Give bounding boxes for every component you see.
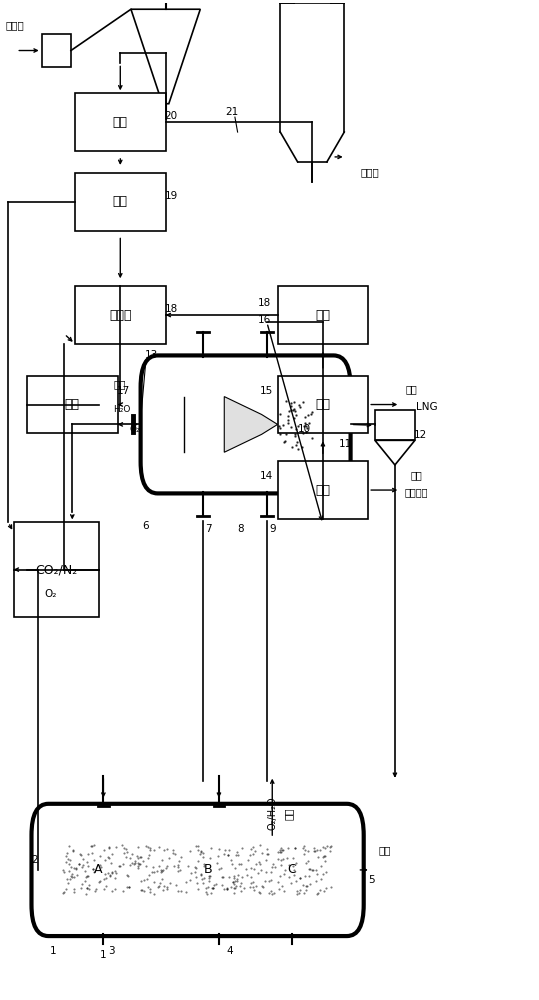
FancyBboxPatch shape: [375, 410, 415, 440]
Text: 7: 7: [205, 524, 212, 534]
Polygon shape: [375, 440, 415, 465]
Text: 半焦: 半焦: [284, 807, 293, 820]
Text: CO₂/N₂: CO₂/N₂: [35, 563, 78, 576]
Text: 化工产品: 化工产品: [404, 487, 428, 497]
FancyBboxPatch shape: [31, 804, 364, 936]
Polygon shape: [131, 9, 201, 104]
FancyBboxPatch shape: [13, 522, 99, 617]
Text: 19: 19: [164, 191, 177, 201]
Text: H₂O: H₂O: [113, 405, 130, 414]
FancyBboxPatch shape: [27, 376, 118, 433]
Text: C: C: [287, 863, 296, 876]
Polygon shape: [224, 397, 278, 452]
Text: LNG: LNG: [416, 402, 438, 412]
FancyBboxPatch shape: [278, 376, 368, 433]
Text: 18: 18: [164, 304, 177, 314]
Text: O₂/H₂O: O₂/H₂O: [267, 796, 277, 830]
Text: 9: 9: [269, 524, 275, 534]
Text: 13: 13: [144, 350, 158, 360]
Text: 除尘: 除尘: [65, 398, 80, 411]
Text: 分离: 分离: [315, 398, 330, 411]
Text: 20: 20: [164, 111, 177, 121]
Text: 灰渣: 灰渣: [379, 845, 391, 855]
Text: 铁矿石: 铁矿石: [5, 21, 24, 31]
Text: 12: 12: [413, 430, 427, 440]
Text: 精制: 精制: [315, 484, 330, 497]
Text: 脱碳: 脱碳: [315, 309, 330, 322]
Text: 混合器: 混合器: [109, 309, 132, 322]
Text: 1: 1: [100, 950, 107, 960]
Text: 净化: 净化: [113, 116, 128, 129]
Text: O₂: O₂: [130, 425, 141, 434]
Text: 6: 6: [143, 521, 149, 531]
Text: 煤粉: 煤粉: [113, 380, 126, 390]
FancyBboxPatch shape: [141, 355, 350, 493]
FancyBboxPatch shape: [278, 286, 368, 344]
FancyBboxPatch shape: [75, 286, 165, 344]
Text: O₂: O₂: [45, 589, 57, 599]
Text: 14: 14: [260, 471, 274, 481]
FancyBboxPatch shape: [42, 34, 71, 67]
Text: A: A: [94, 863, 102, 876]
Text: 4: 4: [226, 946, 233, 956]
Text: 5: 5: [368, 875, 375, 885]
Text: 10: 10: [298, 424, 311, 434]
Text: 海绵铁: 海绵铁: [360, 167, 379, 177]
FancyBboxPatch shape: [75, 173, 165, 231]
Text: 焦油: 焦油: [410, 470, 422, 480]
Text: 18: 18: [258, 298, 271, 308]
Text: 16: 16: [258, 315, 271, 325]
Text: 21: 21: [226, 107, 239, 117]
FancyBboxPatch shape: [75, 93, 165, 151]
Text: 3: 3: [108, 946, 115, 956]
Text: 2: 2: [32, 855, 38, 865]
Text: 17: 17: [116, 386, 129, 396]
Text: 甲烷: 甲烷: [405, 385, 417, 395]
Text: B: B: [204, 863, 212, 876]
Text: 1: 1: [50, 946, 57, 956]
Text: 脱碳: 脱碳: [113, 195, 128, 208]
FancyBboxPatch shape: [160, 389, 331, 460]
Text: 8: 8: [237, 524, 244, 534]
FancyBboxPatch shape: [278, 461, 368, 519]
Text: 15: 15: [260, 386, 274, 396]
Text: 11: 11: [338, 439, 352, 449]
